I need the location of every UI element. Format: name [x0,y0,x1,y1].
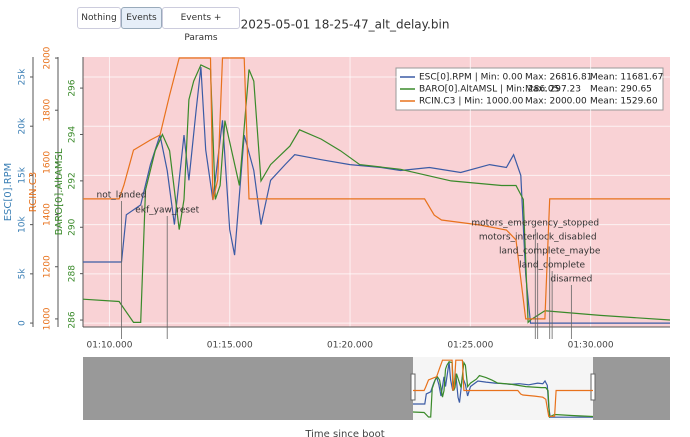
slider-line [413,359,593,417]
plot-background [83,57,670,327]
event-label: not_landed [97,191,147,201]
series-line [83,57,670,320]
legend-stat: Mean: 11681.67 [590,73,663,83]
series-line [83,67,670,324]
event-label: disarmed [550,275,592,285]
y-tick-label: 1800 [43,98,53,121]
y-tick-label: 286 [68,311,78,328]
y-tick-label: 10k [18,216,28,233]
y-tick-label: 15k [18,166,28,183]
button[interactable]: Nothing [77,7,121,29]
legend-stat: Max: 2000.00 [525,97,587,107]
y-axis-title: ESC[0].RPM [3,163,14,222]
legend-stat: | Min: 1000.00 [458,97,523,107]
y-tick-label: 290 [68,218,78,235]
slider-line [412,360,594,419]
slider-line [413,362,593,418]
range-slider[interactable] [83,357,670,420]
y-tick-label: 2000 [43,46,53,69]
legend-stat: | Min: 0.00 [475,73,523,83]
y-tick-label: 292 [68,172,78,189]
y-tick-label: 25k [18,68,28,85]
y-tick-label: 0 [18,320,28,326]
event-label: land_complete [519,261,585,271]
legend-stat: Mean: 1529.60 [590,97,658,107]
event-label: motors_emergency_stopped [471,219,599,229]
legend-label: ESC[0].RPM [419,73,472,83]
y-tick-label: 1400 [43,203,53,226]
y-tick-label: 20k [18,117,28,134]
x-tick-label: 01:25.000 [447,341,493,351]
event-label: ekf_yaw_reset [135,206,199,216]
y-tick-label: 1600 [43,151,53,174]
event-label: motors_interlock_disabled [479,233,597,243]
y-tick-label: 288 [68,265,78,282]
legend-stat: Max: 297.23 [525,85,581,95]
x-axis-title: Time since boot [304,429,384,437]
y-tick-label: 5k [18,268,28,280]
legend-label: RCIN.C3 [419,97,455,107]
legend-stat: Mean: 290.65 [590,85,652,95]
button[interactable]: Events + Params [162,7,240,43]
x-tick-label: 01:20.000 [327,341,373,351]
range-handle[interactable] [410,373,416,401]
range-window[interactable] [413,357,593,420]
x-tick-label: 01:15.000 [207,341,253,351]
event-label: land_complete_maybe [499,247,601,257]
y-tick-label: 1000 [43,307,53,330]
x-tick-label: 01:30.000 [568,341,614,351]
y-tick-label: 1200 [43,255,53,278]
chart-title: 2025-05-01 18-25-47_alt_delay.bin [241,18,450,32]
x-tick-label: 01:10.000 [86,341,132,351]
button[interactable]: Events [121,7,162,29]
legend-stat: Max: 26816.81 [525,73,592,83]
series-line [82,64,671,324]
legend-label: BARO[0].AltAMSL [419,85,497,95]
y-tick-label: 294 [68,126,78,143]
legend-stat: | Min: 286.05 [500,85,559,95]
range-handle[interactable] [590,373,596,401]
y-axis-title: RCIN.C3 [28,172,39,212]
legend [395,67,664,111]
y-tick-label: 296 [68,79,78,96]
y-axis-title: BARO[0].AltAMSL [54,148,65,235]
